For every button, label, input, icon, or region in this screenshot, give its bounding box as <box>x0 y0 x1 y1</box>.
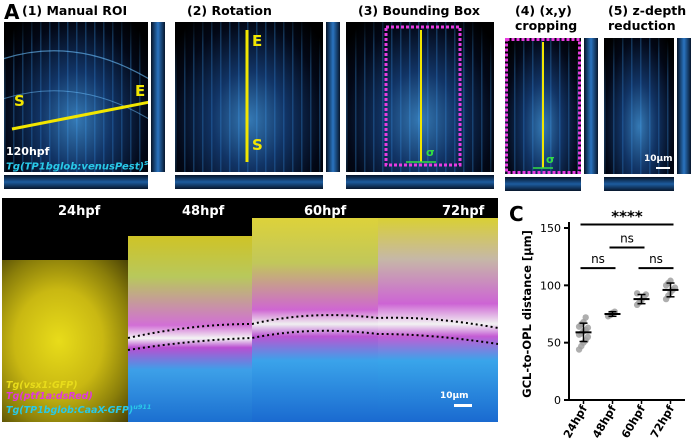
data-point <box>584 333 592 341</box>
montage-24hpf <box>2 260 128 422</box>
step-3-sigma: σ <box>426 146 435 159</box>
step-3-title: (3) Bounding Box <box>358 3 480 18</box>
step-4-sigma: σ <box>546 153 555 166</box>
panel-a-letter: A <box>4 0 20 24</box>
step-2-bottom-projection <box>175 175 323 189</box>
panel-c-letter: C <box>509 202 524 226</box>
step-5-bottom-projection <box>604 177 674 191</box>
step-2-end-marker: E <box>252 32 263 50</box>
step-2-title: (2) Rotation <box>187 3 272 18</box>
panel-a-scalebar <box>656 167 670 169</box>
step-1-bottom-projection <box>4 175 148 189</box>
panel-b-legend: Tg(vsx1:GFP) Tg(ptf1a:dsRed) Tg(TP1bglob… <box>6 380 151 416</box>
stage-60hpf-label: 60hpf <box>304 204 347 219</box>
panel-b-scalebar-label: 10µm <box>440 391 469 401</box>
stage-48hpf-label: 48hpf <box>182 204 225 219</box>
panel-a-scalebar-label: 10µm <box>644 154 673 164</box>
step-1-end-marker: E <box>135 82 146 100</box>
stage-label: 120hpf <box>6 145 50 158</box>
data-point <box>633 290 641 297</box>
y-axis-label: GCL-to-OPL distance [µm] <box>520 230 534 398</box>
data-point <box>584 324 592 331</box>
y-tick-label: 50 <box>547 337 561 350</box>
stage-24hpf-label: 24hpf <box>58 204 101 219</box>
step-4-side-projection <box>584 38 598 174</box>
step-3-bottom-projection <box>346 175 494 189</box>
step-5-title-line1: (5) z-depth <box>608 3 687 18</box>
step-4-title-line1: (4) (x,y) <box>515 3 572 18</box>
significance-label: ns <box>620 231 634 245</box>
step-2-side-projection <box>326 22 340 172</box>
panel-b-scalebar <box>454 404 472 407</box>
step-2-image: E S <box>175 22 323 172</box>
step-1-side-projection <box>151 22 165 172</box>
step-3-image: σ <box>346 22 494 172</box>
step-4-image: σ <box>505 38 581 174</box>
legend-vsx1: Tg(vsx1:GFP) <box>6 380 78 391</box>
step-4-bottom-projection <box>505 177 581 191</box>
significance-label: ns <box>649 252 663 266</box>
y-tick-label: 100 <box>540 279 561 292</box>
x-tick-label: 48hpf <box>590 403 619 441</box>
stage-72hpf-label: 72hpf <box>442 204 485 219</box>
significance-label: **** <box>611 208 643 226</box>
legend-tp1bglob: Tg(TP1bglob:CaaX-GFP)u911 <box>6 403 152 417</box>
step-2-start-marker: S <box>252 136 263 154</box>
x-tick-label: 60hpf <box>619 403 648 441</box>
step-5-title-line2: reduction <box>608 18 676 33</box>
step-1-image: S E 120hpf Tg(TP1bglob:venusPest)s940 <box>4 22 148 172</box>
x-tick-label: 72hpf <box>648 403 677 441</box>
panel-c-chart: 0 50 100 150 GCL-to-OPL distance [µm] 24hpf 48… <box>520 208 685 441</box>
step-1-start-marker: S <box>14 92 25 110</box>
panel-b-montage: 24hpf 48hpf 60hpf 72hpf Tg(vsx1:GFP) Tg(… <box>2 198 498 422</box>
x-tick-label: 24hpf <box>561 403 590 441</box>
significance-label: ns <box>591 252 605 266</box>
data-point <box>582 314 589 321</box>
step-5-side-projection <box>677 38 691 174</box>
step-1-title: (1) Manual ROI <box>22 3 128 18</box>
montage-48hpf <box>128 236 252 422</box>
y-tick-label: 150 <box>540 222 561 235</box>
data-point <box>642 291 650 298</box>
step-5-image: 10µm <box>604 38 674 174</box>
y-tick-label: 0 <box>554 394 561 407</box>
legend-ptf1a: Tg(ptf1a:dsRed) <box>6 391 93 402</box>
transgene-label: Tg(TP1bglob:venusPest)s940 <box>6 159 148 172</box>
step-4-title-line2: cropping <box>515 18 578 33</box>
